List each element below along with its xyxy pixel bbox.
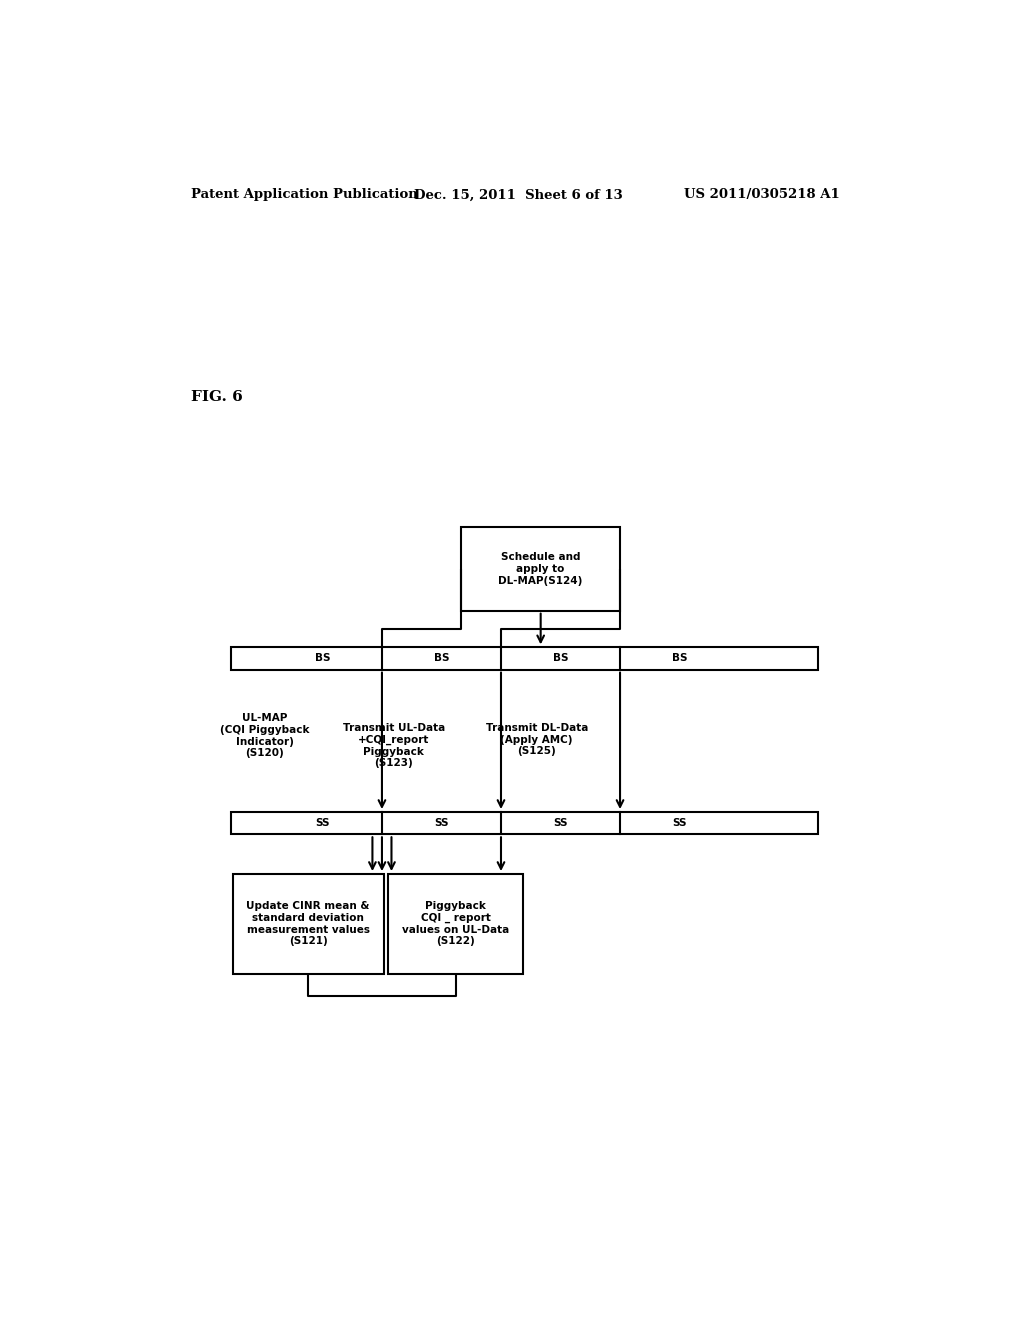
Text: Piggyback
CQI _ report
values on UL-Data
(S122): Piggyback CQI _ report values on UL-Data… bbox=[402, 902, 509, 946]
Text: FIG. 6: FIG. 6 bbox=[191, 391, 244, 404]
Bar bbox=[388, 874, 523, 974]
Text: Transmit UL-Data
+CQI_report
Piggyback
(S123): Transmit UL-Data +CQI_report Piggyback (… bbox=[343, 723, 445, 768]
Text: BS: BS bbox=[314, 653, 330, 664]
Text: Patent Application Publication: Patent Application Publication bbox=[191, 189, 418, 202]
Bar bbox=[231, 647, 818, 669]
Text: Update CINR mean &
standard deviation
measurement values
(S121): Update CINR mean & standard deviation me… bbox=[247, 902, 370, 946]
Text: Transmit DL-Data
(Apply AMC)
(S125): Transmit DL-Data (Apply AMC) (S125) bbox=[485, 723, 588, 756]
Text: UL-MAP
(CQI Piggyback
Indicator)
(S120): UL-MAP (CQI Piggyback Indicator) (S120) bbox=[220, 713, 309, 758]
Text: SS: SS bbox=[553, 818, 567, 828]
Text: Dec. 15, 2011  Sheet 6 of 13: Dec. 15, 2011 Sheet 6 of 13 bbox=[414, 189, 623, 202]
Text: US 2011/0305218 A1: US 2011/0305218 A1 bbox=[684, 189, 840, 202]
Text: SS: SS bbox=[315, 818, 330, 828]
Text: SS: SS bbox=[673, 818, 687, 828]
Text: BS: BS bbox=[434, 653, 450, 664]
Text: BS: BS bbox=[553, 653, 568, 664]
Bar bbox=[461, 528, 621, 611]
Text: SS: SS bbox=[434, 818, 449, 828]
Bar bbox=[231, 812, 818, 834]
Text: BS: BS bbox=[672, 653, 687, 664]
Text: Schedule and
apply to
DL-MAP(S124): Schedule and apply to DL-MAP(S124) bbox=[499, 553, 583, 586]
Bar bbox=[232, 874, 384, 974]
